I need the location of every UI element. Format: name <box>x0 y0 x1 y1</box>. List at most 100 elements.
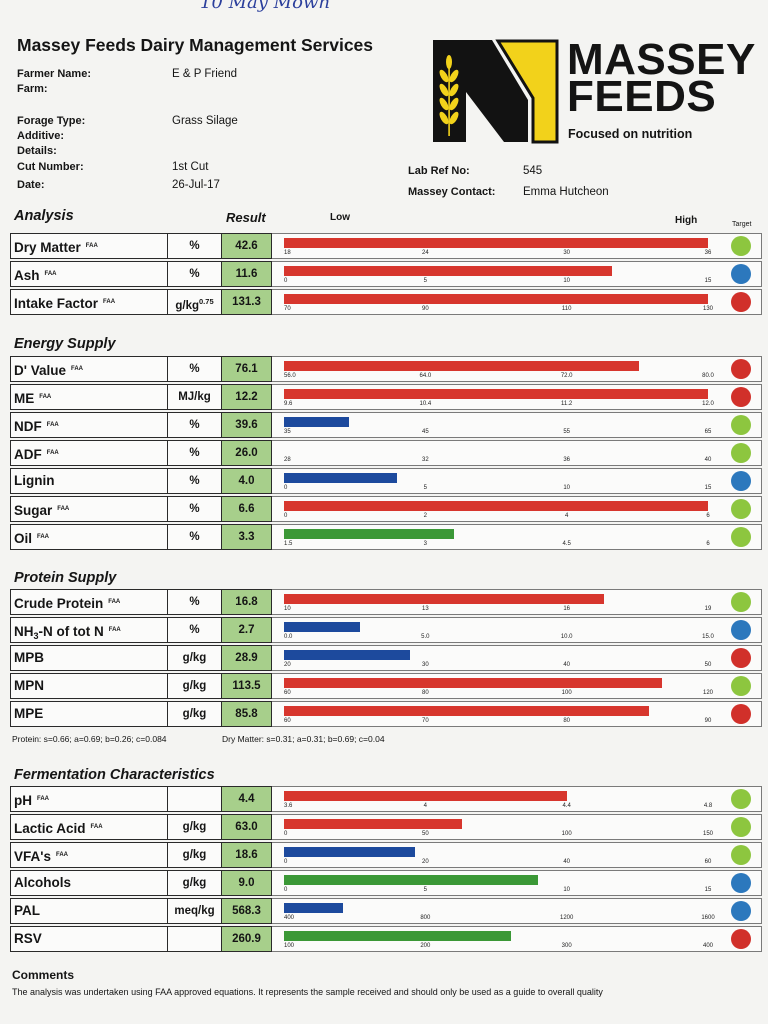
parameter-name: Alcohols <box>14 875 72 890</box>
parameter-name: Lignin <box>14 473 55 488</box>
result-value: 4.0 <box>222 468 272 494</box>
scale-tick-label: 50 <box>704 662 712 668</box>
result-bar <box>284 819 463 829</box>
range-track <box>284 361 708 371</box>
protein-degradability-note: Protein: s=0.66; a=0.69; b=0.26; c=0.084 <box>12 734 167 744</box>
result-value: 39.6 <box>222 412 272 438</box>
scale-tick-label: 0 <box>284 887 288 893</box>
scale-tick-label: 20 <box>284 662 291 668</box>
unit-cell: % <box>168 617 222 643</box>
target-indicator <box>731 292 751 312</box>
scale-tick-label: 16 <box>563 606 570 612</box>
result-bar <box>284 931 512 941</box>
range-bar-cell: 0 5 10 15 <box>272 468 762 494</box>
parameter-label-cell: MPN <box>10 673 168 699</box>
unit-cell: g/kg <box>168 701 222 727</box>
target-indicator <box>731 676 751 696</box>
unit-text: % <box>189 475 200 487</box>
unit-cell <box>168 926 222 952</box>
scale-tick-label: 15 <box>704 278 712 284</box>
scale-tick-label: 10.0 <box>560 634 573 640</box>
result-bar <box>284 417 349 427</box>
scale-tick-label: 5 <box>423 485 427 491</box>
target-indicator <box>731 789 751 809</box>
range-bar-cell: 70 90 110 130 <box>272 289 762 315</box>
scale-tick-label: 35 <box>284 429 291 435</box>
result-value: 11.6 <box>222 261 272 287</box>
target-indicator <box>731 873 751 893</box>
report-title: Massey Feeds Dairy Management Services <box>17 35 374 55</box>
result-bar <box>284 875 539 885</box>
target-indicator <box>731 443 751 463</box>
result-value: 18.6 <box>222 842 272 868</box>
target-indicator <box>731 264 751 284</box>
result-bar <box>284 473 398 483</box>
unit-text: % <box>189 363 200 375</box>
row-vfa-s: VFA's FAA g/kg 18.6 0 20 40 60 <box>10 842 762 868</box>
scale-tick-label: 90 <box>704 718 712 724</box>
target-indicator <box>731 901 751 921</box>
row-ph: pH FAA 4.4 3.6 4 4.4 4.8 <box>10 786 762 812</box>
parameter-name-suffix: -N of tot N <box>38 624 104 639</box>
unit-text: % <box>189 419 200 431</box>
range-bar-cell: 400 800 1200 1600 <box>272 898 762 924</box>
row-oil: Oil FAA% 3.3 1.5 3 4.5 6 <box>10 524 762 550</box>
target-indicator <box>731 620 751 640</box>
parameter-name: Sugar <box>14 503 53 518</box>
parameter-name: MPB <box>14 650 44 665</box>
result-value: 9.0 <box>222 870 272 896</box>
unit-cell: MJ/kg <box>168 384 222 410</box>
faa-mark: FAA <box>44 271 57 277</box>
section-title-protein-supply: Protein Supply <box>14 570 117 586</box>
dry-matter-degradability-note: Dry Matter: s=0.31; a=0.31; b=0.69; c=0.… <box>222 734 385 744</box>
result-bar <box>284 847 416 857</box>
unit-text: MJ/kg <box>178 391 211 403</box>
range-track <box>284 931 708 941</box>
faa-mark: FAA <box>39 394 52 400</box>
date-value: 26-Jul-17 <box>172 179 220 191</box>
scale-tick-label: 120 <box>702 690 714 696</box>
target-indicator <box>731 359 751 379</box>
result-bar <box>284 650 410 660</box>
scale-tick-label: 5 <box>423 887 427 893</box>
faa-mark: FAA <box>108 627 121 633</box>
scale-tick-label: 100 <box>284 943 295 949</box>
result-bar <box>284 903 344 913</box>
faa-mark: FAA <box>108 599 121 605</box>
unit-cell: g/kg <box>168 673 222 699</box>
scale-tick-label: 36 <box>704 250 712 256</box>
parameter-label-cell: Alcohols <box>10 870 168 896</box>
parameter-label-cell: Dry Matter FAA <box>10 233 168 259</box>
unit-cell: % <box>168 261 222 287</box>
target-indicator <box>731 527 751 547</box>
scale-tick-label: 19 <box>704 606 712 612</box>
unit-exponent: 0.75 <box>199 297 214 306</box>
range-track <box>284 875 708 885</box>
scale-tick-label: 60 <box>704 859 712 865</box>
range-bar-cell: 0 50 100 150 <box>272 814 762 840</box>
row-me: ME FAA MJ/kg 12.2 9.6 10.4 11.2 12.0 <box>10 384 762 410</box>
result-bar <box>284 238 708 248</box>
lab-ref-label: Lab Ref No: <box>408 165 470 177</box>
result-value: 2.7 <box>222 617 272 643</box>
row-d-value: D' Value FAA% 76.1 56.0 64.0 72.0 80.0 <box>10 356 762 382</box>
scale-tick-label: 200 <box>420 943 431 949</box>
section-title-energy-supply: Energy Supply <box>14 336 116 352</box>
row-mpn: MPN g/kg 113.5 60 80 100 120 <box>10 673 762 699</box>
row-mpe: MPE g/kg 85.8 60 70 80 90 <box>10 701 762 727</box>
scale-tick-label: 1.5 <box>284 541 293 547</box>
scale-tick-label: 56.0 <box>284 373 296 379</box>
scale-tick-label: 70 <box>284 306 291 312</box>
result-value: 42.6 <box>222 233 272 259</box>
scale-tick-label: 100 <box>561 831 572 837</box>
faa-mark: FAA <box>55 852 68 858</box>
unit-cell: g/kg <box>168 870 222 896</box>
unit-cell: % <box>168 496 222 522</box>
range-bar-cell: 0 2 4 6 <box>272 496 762 522</box>
scale-tick-label: 0 <box>284 278 288 284</box>
parameter-label-cell: PAL <box>10 898 168 924</box>
range-track <box>284 706 708 716</box>
result-bar <box>284 529 454 539</box>
result-value: 3.3 <box>222 524 272 550</box>
logo-text-massey: MASSEY <box>567 35 756 84</box>
